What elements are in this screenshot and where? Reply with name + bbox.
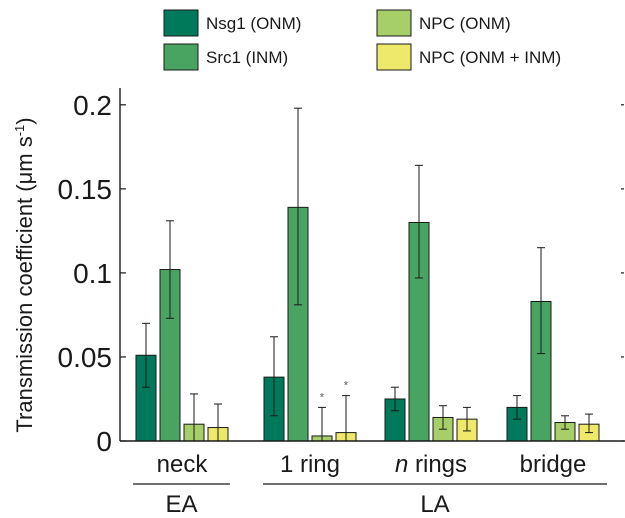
y-tick-label: 0.05 [58,342,113,373]
legend-swatch [376,43,412,71]
legend-swatch [163,43,199,71]
plot-area: ** [135,107,600,442]
group-label: LA [420,491,449,518]
significance-marker: * [320,390,325,404]
significance-marker: * [344,379,349,393]
category-label: 1 ring [280,451,340,478]
legend: Nsg1 (ONM) Src1 (INM) NPC (ONM) NPC (ONM + … [163,9,561,71]
legend-swatch [376,9,412,37]
category-label: neck [157,451,209,478]
bar-group [506,247,600,442]
legend-swatch [163,9,199,37]
y-tick-label: 0.1 [73,258,112,289]
category-label: n rings [395,451,467,478]
y-tick-label: 0.2 [73,90,112,121]
legend-label: Nsg1 (ONM) [206,14,301,33]
bar-group [384,164,478,442]
y-axis: 0 0.05 0.1 0.15 0.2 [58,88,624,457]
legend-label: Src1 (INM) [206,48,288,67]
y-tick-label: 0.15 [58,174,113,205]
legend-label: NPC (ONM + INM) [419,48,561,67]
x-axis: neck 1 ring n rings bridge EA LA [120,440,625,518]
legend-label: NPC (ONM) [419,14,511,33]
category-label: bridge [520,451,587,478]
y-tick-label: 0 [96,426,112,457]
legend-item: Nsg1 (ONM) [163,9,301,37]
y-axis-label: Transmission coefficient (μm s-1) [12,117,37,432]
legend-item: Src1 (INM) [163,43,288,71]
group-label: EA [165,491,197,518]
legend-item: NPC (ONM) [376,9,511,37]
bar-group [135,220,229,442]
bar-group [263,107,357,442]
legend-item: NPC (ONM + INM) [376,43,561,71]
